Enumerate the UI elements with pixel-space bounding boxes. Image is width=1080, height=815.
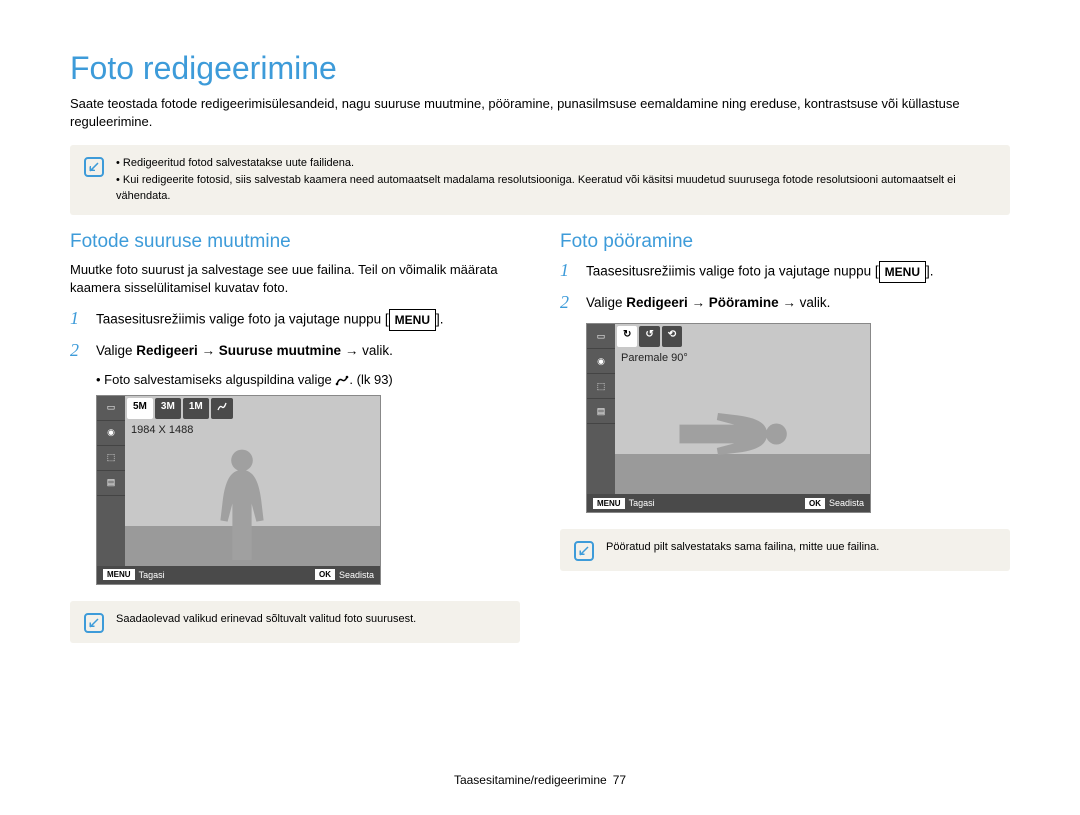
sidebar-icon: ▭ [97,396,125,421]
rotate-left-icon: ↺ [639,326,659,347]
rotate-right-icon: ↻ [617,326,637,347]
step-1: 1 Taasesitusrežiimis valige foto ja vaju… [560,261,1010,283]
page-title: Foto redigeerimine [70,50,1010,87]
silhouette-rotated-icon [657,399,807,469]
size-option: 1M [183,398,209,419]
rotate-180-icon: ⟲ [662,326,682,347]
sidebar-icon: ▤ [587,399,615,424]
sidebar-icon: ▤ [97,471,125,496]
right-column: Foto pööramine 1 Taasesitusrežiimis vali… [560,231,1010,659]
camera-screen-rotate: ▭ ◉ ⬚ ▤ ↻ ↺ ⟲ Paremale 90° MENUTagasi OK… [586,323,871,513]
section-resize-title: Fotode suuruse muutmine [70,231,520,253]
info-icon [574,541,594,561]
sidebar-icon: ⬚ [587,374,615,399]
step-2: 2 Valige Redigeeri → Pööramine → valik. [560,293,1010,313]
step-number: 2 [560,293,578,313]
sidebar-icon: ◉ [587,349,615,374]
menu-button-label: MENU [879,261,926,283]
info-note-left: Saadaolevad valikud erinevad sõltuvalt v… [70,601,520,643]
step-2: 2 Valige Redigeeri → Suuruse muutmine → … [70,341,520,361]
step-number: 2 [70,341,88,361]
sidebar-icon: ▭ [587,324,615,349]
sub-bullet: Foto salvestamiseks alguspildina valige … [96,372,520,387]
silhouette-icon [197,446,287,566]
size-option: 5M [127,398,153,419]
dimension-label: 1984 X 1488 [131,424,193,436]
page-footer: Taasesitamine/redigeerimine77 [0,773,1080,787]
info-note-text: Pööratud pilt salvestataks sama failina,… [606,539,996,556]
camera-screen-resize: ▭ ◉ ⬚ ▤ 5M 3M 1M 1984 X 1488 MENUTagasi [96,395,381,585]
section-rotate-title: Foto pööramine [560,231,1010,253]
info-note-text: Redigeeritud fotod salvestatakse uute fa… [116,155,996,205]
info-note-text: Saadaolevad valikud erinevad sõltuvalt v… [116,611,506,628]
page-intro: Saate teostada fotode redigeerimisülesan… [70,95,1010,131]
info-icon [84,157,104,177]
sidebar-icon: ⬚ [97,446,125,471]
info-icon [84,613,104,633]
sidebar-icon: ◉ [97,421,125,446]
step-number: 1 [70,309,88,331]
rotate-label: Paremale 90° [621,352,688,364]
left-column: Fotode suuruse muutmine Muutke foto suur… [70,231,520,659]
step-number: 1 [560,261,578,283]
step-1: 1 Taasesitusrežiimis valige foto ja vaju… [70,309,520,331]
menu-button-label: MENU [389,309,436,331]
info-note-right: Pööratud pilt salvestataks sama failina,… [560,529,1010,571]
size-option: 3M [155,398,181,419]
info-note-top: Redigeeritud fotod salvestatakse uute fa… [70,145,1010,215]
size-option [211,398,233,419]
section-resize-intro: Muutke foto suurust ja salvestage see uu… [70,261,520,297]
